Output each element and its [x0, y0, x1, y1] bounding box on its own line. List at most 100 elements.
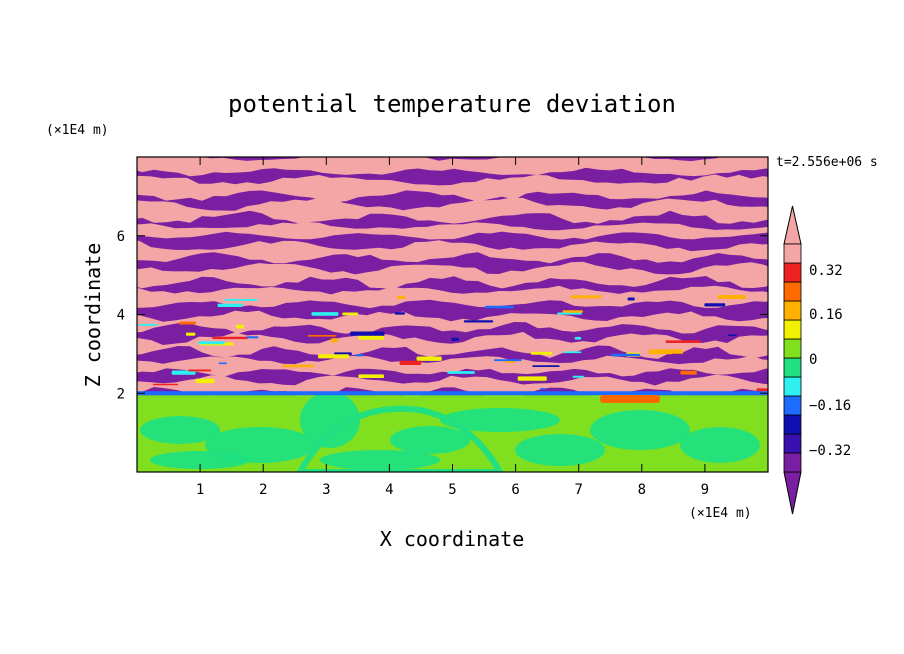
transition-filament-10: [530, 351, 553, 355]
transition-filament-26: [331, 338, 338, 343]
stratified-band-9: [137, 355, 768, 377]
colorbar-label-1: 0.16: [809, 307, 843, 323]
transition-filament-45: [562, 310, 583, 313]
mixed-layer-eddy: [296, 405, 504, 472]
transition-filament-18: [179, 321, 197, 325]
colorbar: 0.32 0.16 0 −0.16 −0.32: [783, 205, 851, 515]
colorbar-label-0: 0.32: [809, 263, 843, 279]
mixed-layer-swirl-0: [140, 416, 220, 444]
mixed-layer-swirl-3: [390, 426, 470, 454]
colorbar-segment-8: [783, 300, 802, 321]
transition-filament-49: [195, 378, 215, 384]
transition-filament-22: [236, 324, 244, 329]
colorbar-extend-top: [783, 205, 802, 245]
transition-filament-13: [397, 295, 406, 299]
transition-filament-34: [557, 312, 582, 315]
colorbar-segment-11: [783, 243, 802, 264]
transition-filament-29: [493, 359, 522, 362]
colorbar-label-4: −0.32: [809, 443, 851, 459]
stratified-band-8: [137, 330, 768, 359]
transition-filament-51: [152, 383, 179, 386]
warm-patch: [600, 395, 660, 403]
colorbar-segment-0: [783, 452, 802, 473]
y-tick-label-1: 4: [117, 308, 125, 324]
stratified-band-4: [137, 240, 768, 264]
x-tick-label-8: 9: [701, 482, 709, 498]
x-tick-label-3: 4: [385, 482, 393, 498]
time-label: t=2.556e+06 s: [776, 155, 878, 170]
transition-filament-8: [463, 320, 494, 323]
colorbar-segment-9: [783, 281, 802, 302]
stratified-band-6: [137, 285, 768, 309]
transition-filament-14: [611, 353, 640, 357]
transition-filament-3: [540, 388, 547, 390]
transition-filament-12: [563, 351, 582, 354]
transition-filament-58: [728, 334, 737, 337]
transition-filament-54: [648, 352, 673, 355]
transition-filament-24: [185, 332, 196, 336]
transition-filament-38: [350, 331, 385, 336]
transition-filament-35: [572, 375, 584, 378]
contour-bands: [137, 157, 768, 472]
x-tick-label-0: 1: [196, 482, 204, 498]
colorbar-segment-7: [783, 319, 802, 340]
transition-filament-16: [416, 356, 442, 361]
transition-filament-19: [665, 340, 701, 343]
colorbar-segment-6: [783, 338, 802, 359]
x-axis-ticks: 1 2 3 4 5 6 7 8 9: [196, 157, 709, 498]
stratified-band-2: [137, 196, 768, 224]
plot-field: [137, 157, 768, 472]
x-tick-label-2: 3: [322, 482, 330, 498]
colorbar-segment-4: [783, 376, 802, 397]
transition-filament-40: [717, 295, 746, 299]
transition-filament-47: [627, 297, 635, 301]
transition-filament-5: [354, 354, 364, 357]
mixed-layer-swirl-7: [680, 427, 760, 463]
transition-filament-31: [517, 376, 547, 381]
mixed-layer-swirl-2: [300, 392, 360, 448]
transition-filament-4: [358, 335, 384, 340]
y-unit-label: (×1E4 m): [46, 123, 109, 138]
y-axis-label: Z coordinate: [81, 243, 105, 388]
colorbar-segment-1: [783, 433, 802, 454]
stratified-band-1: [137, 174, 768, 202]
x-tick-label-5: 6: [511, 482, 519, 498]
transition-filament-43: [399, 360, 422, 365]
stratified-band-0: [137, 157, 768, 177]
transition-filament-53: [358, 374, 384, 378]
transition-filament-59: [311, 312, 339, 316]
mixed-layer-swirl-9: [150, 451, 250, 469]
x-tick-label-7: 8: [638, 482, 646, 498]
transition-filament-25: [171, 370, 196, 375]
colorbar-segment-10: [783, 262, 802, 283]
transition-filament-28: [188, 369, 212, 372]
transition-filament-20: [394, 312, 405, 315]
transition-filament-56: [484, 305, 514, 309]
stratified-band-7: [137, 310, 768, 334]
colorbar-segment-2: [783, 414, 802, 435]
y-axis-ticks: 2 4 6: [117, 229, 768, 402]
transition-filament-36: [451, 337, 459, 341]
transition-filament-23: [307, 335, 337, 337]
chart-title: potential temperature deviation: [228, 90, 676, 118]
x-tick-label-4: 5: [448, 482, 456, 498]
colorbar-label-2: 0: [809, 352, 817, 368]
transition-filament-9: [224, 299, 258, 301]
transition-filament-30: [217, 303, 243, 307]
x-unit-label: (×1E4 m): [689, 506, 752, 521]
transition-filament-39: [574, 336, 582, 340]
transition-filament-57: [756, 388, 768, 392]
transition-filament-52: [218, 362, 228, 365]
transition-filament-33: [447, 371, 475, 374]
mixed-layer-swirl-8: [320, 450, 440, 470]
colorbar-segment-3: [783, 395, 802, 416]
transition-filament-0: [680, 370, 697, 375]
inversion-line: [137, 391, 768, 396]
mixed-layer-swirl-6: [590, 410, 690, 450]
x-axis-label: X coordinate: [380, 527, 525, 551]
y-tick-label-0: 2: [117, 386, 125, 402]
stratified-band-3: [137, 222, 768, 240]
x-tick-label-1: 2: [259, 482, 267, 498]
transition-filament-42: [318, 354, 349, 359]
